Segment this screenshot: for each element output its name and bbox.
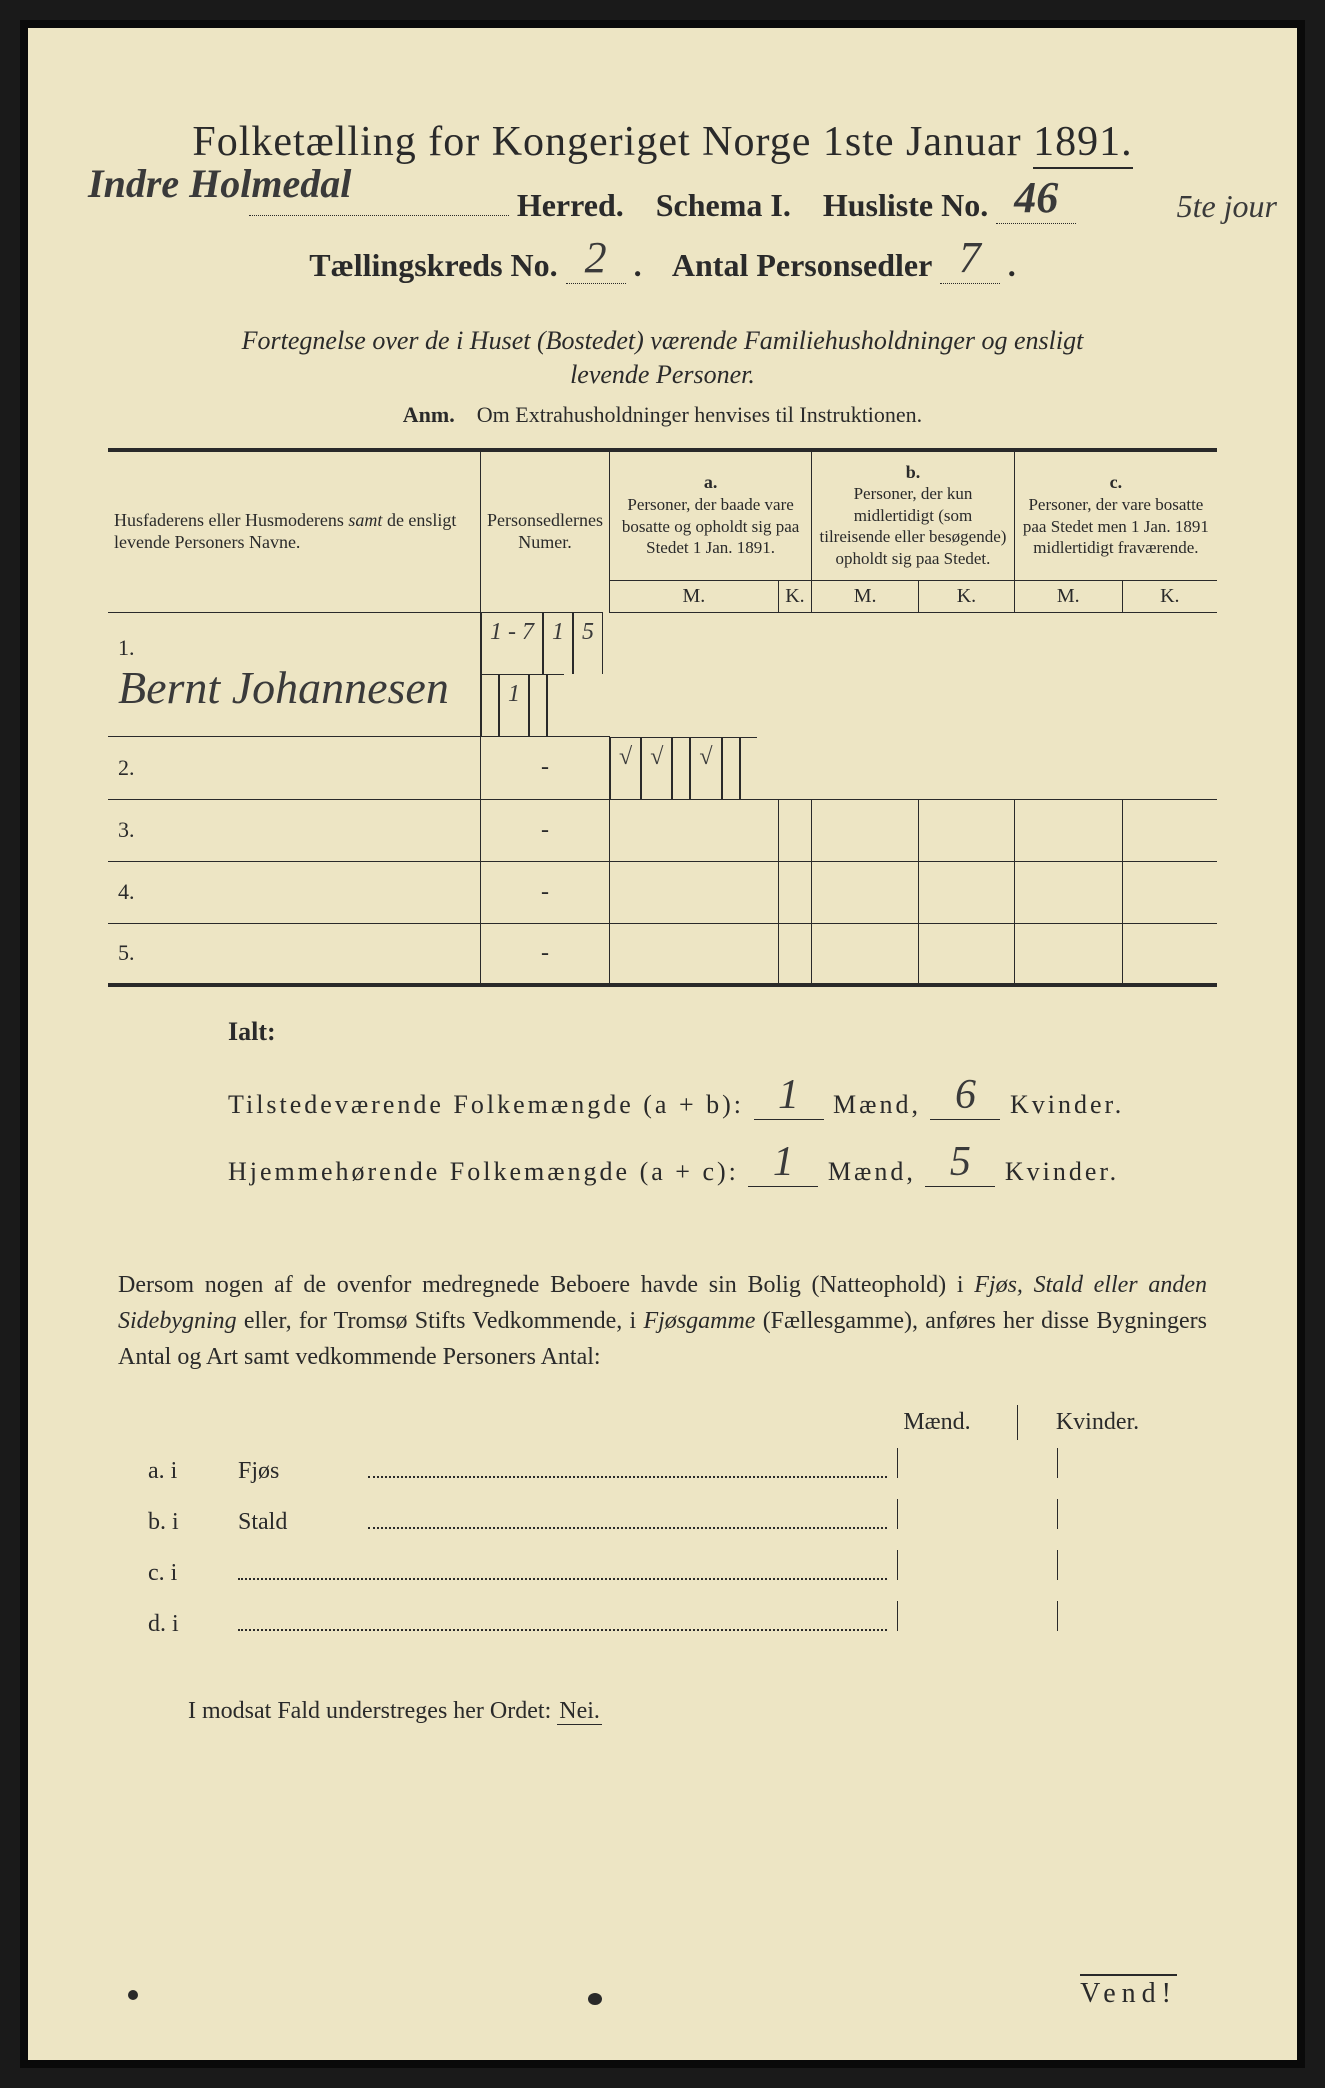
anm-label: Anm. [403, 402, 455, 427]
kreds-no: 2 [566, 232, 626, 284]
row1-name: Bernt Johannesen [118, 661, 449, 714]
building-row: c. i [148, 1550, 1217, 1587]
side-note: 5te jour [1177, 188, 1277, 225]
buildings-mk-header: Mænd. Kvinder. [108, 1405, 1217, 1440]
table-row: 2. - √ √ √ [108, 737, 1217, 800]
table-row: 3. - [108, 799, 1217, 861]
col-a-m: M. [610, 580, 779, 612]
col-b-header: b. Personer, der kun midlertidigt (som t… [812, 450, 1015, 580]
col-c-k: K. [1122, 580, 1217, 612]
anm-line: Anm. Om Extrahusholdninger henvises til … [108, 402, 1217, 428]
ialt1-m: 1 [754, 1071, 824, 1120]
table-row: 5. - [108, 923, 1217, 985]
vend-footer: Vend! [1080, 1974, 1177, 2010]
table-body: 1.Bernt Johannesen 1 - 7 1 5 1 2. - √ √ … [108, 612, 1217, 985]
col-a-k: K. [778, 580, 811, 612]
intro-text: Fortegnelse over de i Huset (Bostedet) v… [108, 324, 1217, 392]
ialt-title: Ialt: [228, 1017, 1217, 1047]
nei-word: Nei. [557, 1698, 602, 1725]
col-b-k: K. [919, 580, 1015, 612]
antal-value: 7 [940, 232, 1000, 284]
building-row: b. i Stald [148, 1499, 1217, 1536]
modsat-line: I modsat Fald understreges her Ordet: Ne… [108, 1698, 1217, 1725]
ink-dot-icon [588, 1993, 602, 2005]
maend-col-label: Mænd. [857, 1405, 1017, 1440]
header-line-3: Tællingskreds No. 2 . Antal Personsedler… [108, 232, 1217, 284]
col-c-header: c. Personer, der vare bosatte paa Stedet… [1014, 450, 1217, 580]
col-num-header: Personsedlernes Numer. [481, 450, 610, 612]
table-row: 1.Bernt Johannesen 1 - 7 1 5 1 [108, 612, 1217, 737]
husliste-label: Husliste No. [823, 187, 988, 223]
building-row: a. i Fjøs [148, 1448, 1217, 1485]
ialt-line-2: Hjemmehørende Folkemængde (a + c): 1 Mæn… [228, 1138, 1217, 1187]
building-list: a. i Fjøs b. i Stald c. i d. i [108, 1448, 1217, 1638]
herred-label: Herred. [517, 187, 624, 223]
husliste-no: 46 [996, 172, 1076, 224]
col-c-m: M. [1014, 580, 1122, 612]
ialt-line-1: Tilstedeværende Folkemængde (a + b): 1 M… [228, 1071, 1217, 1120]
intro-line1: Fortegnelse over de i Huset (Bostedet) v… [242, 326, 1084, 355]
intro-line2: levende Personer. [570, 360, 755, 389]
ialt2-k: 5 [925, 1138, 995, 1187]
ink-dot-icon [128, 1990, 138, 2000]
herred-name-handwritten: Indre Holmedal [88, 160, 351, 207]
col-b-m: M. [812, 580, 919, 612]
ialt1-k: 6 [930, 1071, 1000, 1120]
ialt2-m: 1 [748, 1138, 818, 1187]
dersom-paragraph: Dersom nogen af de ovenfor medregnede Be… [108, 1267, 1217, 1375]
census-form-page: Folketælling for Kongeriget Norge 1ste J… [20, 20, 1305, 2068]
header-line-2: Indre Holmedal Herred. Schema I. Huslist… [108, 172, 1217, 224]
table-row: 4. - [108, 861, 1217, 923]
kvinder-col-label: Kvinder. [1017, 1405, 1177, 1440]
kreds-label: Tællingskreds No. [309, 247, 557, 283]
census-table: Husfaderens eller Husmoderens samt de en… [108, 448, 1217, 987]
col-name-header: Husfaderens eller Husmoderens samt de en… [108, 450, 481, 612]
col-a-header: a. Personer, der baade vare bosatte og o… [610, 450, 812, 580]
schema-label: Schema I. [656, 187, 791, 223]
anm-text: Om Extrahusholdninger henvises til Instr… [477, 402, 922, 427]
title-text: Folketælling for Kongeriget Norge 1ste J… [192, 119, 1033, 165]
main-title: Folketælling for Kongeriget Norge 1ste J… [108, 118, 1217, 166]
building-row: d. i [148, 1601, 1217, 1638]
ialt-section: Ialt: Tilstedeværende Folkemængde (a + b… [228, 1017, 1217, 1187]
title-year: 1891. [1033, 119, 1133, 169]
antal-label: Antal Personsedler [672, 247, 932, 283]
